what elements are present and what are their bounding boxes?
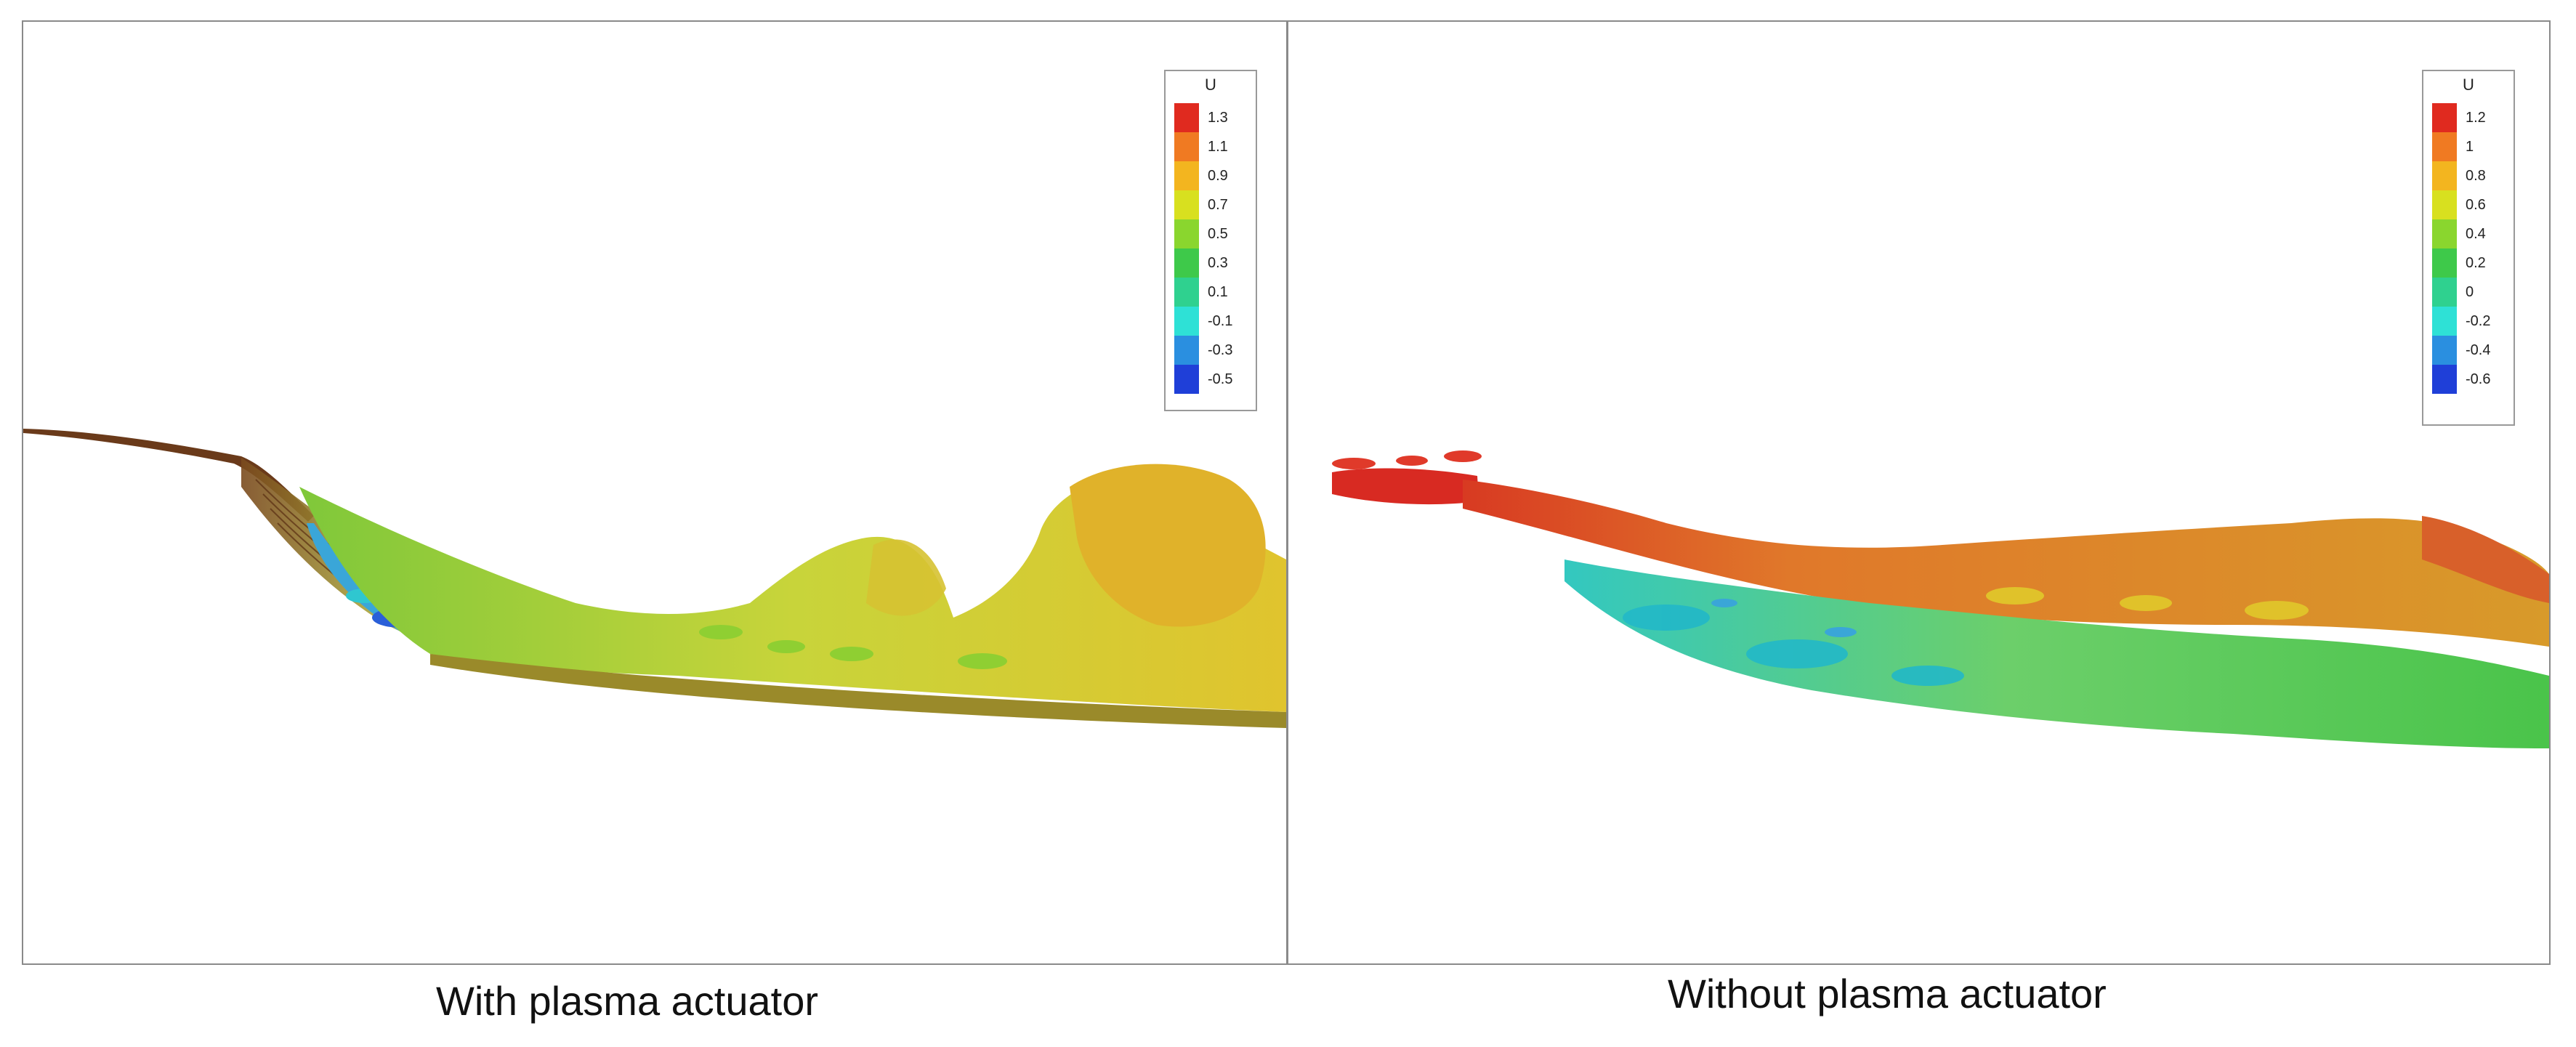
right-legend-tick: 0.8 bbox=[2466, 168, 2486, 184]
left-legend-tick: 0.7 bbox=[1208, 197, 1228, 213]
left-legend-tick: -0.5 bbox=[1208, 371, 1233, 387]
left-legend-swatch bbox=[1174, 219, 1199, 248]
right-legend-swatch bbox=[2432, 278, 2457, 307]
left-legend-swatch bbox=[1174, 132, 1199, 161]
right-legend-tick: 1 bbox=[2466, 139, 2474, 155]
left-legend-swatch bbox=[1174, 307, 1199, 336]
left-legend-swatch bbox=[1174, 278, 1199, 307]
left-panel: U 1.3 1.1 0.9 0.7 0.5 0.3 0.1 -0.1 -0.3 -0.5 bbox=[23, 22, 1286, 963]
right-legend-swatch bbox=[2432, 132, 2457, 161]
right-legend-swatch bbox=[2432, 161, 2457, 190]
left-legend-tick: 0.1 bbox=[1208, 284, 1228, 300]
right-legend-tick: 0.2 bbox=[2466, 255, 2486, 271]
right-caption: Without plasma actuator bbox=[1668, 971, 2107, 1016]
left-legend-swatch bbox=[1174, 103, 1199, 132]
left-legend-tick: -0.3 bbox=[1208, 342, 1233, 358]
left-legend-tick: 0.5 bbox=[1208, 226, 1228, 242]
right-legend-tick: 0.6 bbox=[2466, 197, 2486, 213]
left-legend-swatch bbox=[1174, 336, 1199, 365]
right-legend-tick: 1.2 bbox=[2466, 110, 2486, 126]
right-flow-visualization bbox=[1332, 450, 2549, 748]
left-legend-tick: -0.1 bbox=[1208, 313, 1233, 329]
right-legend-title: U bbox=[2463, 76, 2474, 94]
left-legend-swatch bbox=[1174, 365, 1199, 394]
left-legend-title: U bbox=[1205, 76, 1216, 94]
right-legend-swatch bbox=[2432, 248, 2457, 278]
panel-divider bbox=[1286, 20, 1288, 965]
left-legend-tick: 0.3 bbox=[1208, 255, 1228, 271]
right-legend-swatch bbox=[2432, 219, 2457, 248]
right-legend-tick: -0.4 bbox=[2466, 342, 2491, 358]
right-legend-swatch bbox=[2432, 336, 2457, 365]
right-colorbar-legend: U 1.2 1 0.8 0.6 0.4 0.2 0 -0.2 -0.4 -0.6 bbox=[2422, 70, 2515, 426]
left-legend-swatch bbox=[1174, 190, 1199, 219]
right-legend-swatch bbox=[2432, 307, 2457, 336]
right-legend-tick: -0.6 bbox=[2466, 371, 2491, 387]
left-legend-swatch bbox=[1174, 161, 1199, 190]
left-legend-tick: 1.1 bbox=[1208, 139, 1228, 155]
left-flow-visualization bbox=[23, 429, 1286, 728]
right-legend-swatch bbox=[2432, 365, 2457, 394]
right-legend-tick: -0.2 bbox=[2466, 313, 2491, 329]
right-panel: U 1.2 1 0.8 0.6 0.4 0.2 0 -0.2 -0.4 -0.6 bbox=[1288, 22, 2549, 963]
left-caption: With plasma actuator bbox=[436, 978, 818, 1024]
left-legend-tick: 0.9 bbox=[1208, 168, 1228, 184]
left-colorbar-legend: U 1.3 1.1 0.9 0.7 0.5 0.3 0.1 -0.1 -0.3 -0.5 bbox=[1164, 70, 1257, 411]
right-legend-swatch bbox=[2432, 190, 2457, 219]
left-legend-tick: 1.3 bbox=[1208, 110, 1228, 126]
right-legend-tick: 0.4 bbox=[2466, 226, 2486, 242]
right-legend-tick: 0 bbox=[2466, 284, 2474, 300]
right-legend-swatch bbox=[2432, 103, 2457, 132]
left-legend-swatch bbox=[1174, 248, 1199, 278]
